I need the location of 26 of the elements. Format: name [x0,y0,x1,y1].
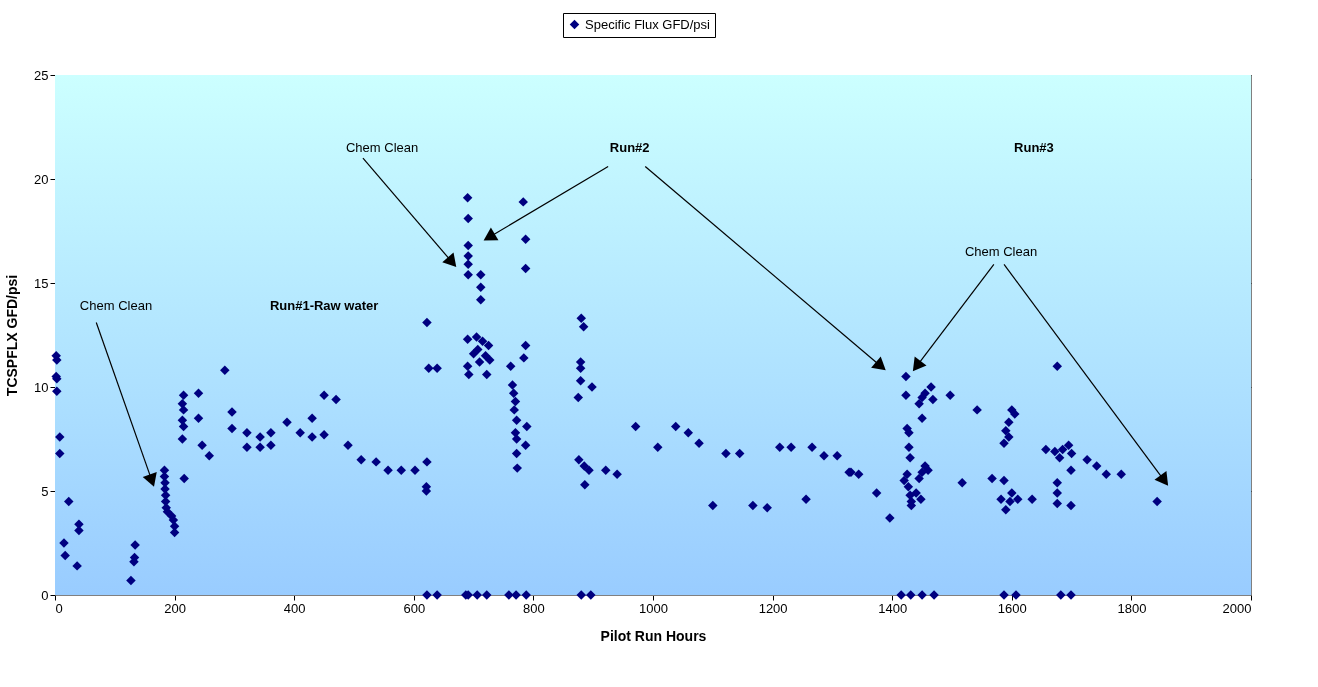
x-tick-label: 2000 [1222,600,1252,616]
x-tick-label: 1600 [997,600,1027,616]
x-tick-label: 1800 [1117,600,1147,616]
y-tick-label: 5 [41,483,49,499]
annotation: Chem Clean [79,297,153,313]
x-axis-title: Pilot Run Hours [600,627,707,644]
annotation: Chem Clean [964,243,1038,259]
y-tick-label: 0 [41,587,49,603]
annotation: Run#1-Raw water [269,297,379,313]
x-tick-label: 400 [283,600,306,616]
x-tick-label: 200 [164,600,186,616]
x-tick-label: 1000 [639,600,668,616]
x-tick-label: 1200 [758,600,788,616]
x-tick-label: 800 [523,600,545,616]
annotation: Chem Clean [345,139,419,155]
x-tick-label: 600 [403,600,426,616]
x-tick-label: 0 [55,600,63,616]
y-tick-label: 15 [34,275,49,291]
y-tick-label: 25 [34,67,49,83]
x-tick-label: 1400 [878,600,908,616]
y-tick-label: 10 [34,379,49,395]
annotation: Run#3 [1014,139,1054,155]
y-axis-title: TCSPFLX GFD/psi [4,274,21,397]
legend-label: Specific Flux GFD/psi [585,16,711,32]
y-tick-label: 20 [34,171,49,187]
annotation: Run#2 [609,139,650,155]
